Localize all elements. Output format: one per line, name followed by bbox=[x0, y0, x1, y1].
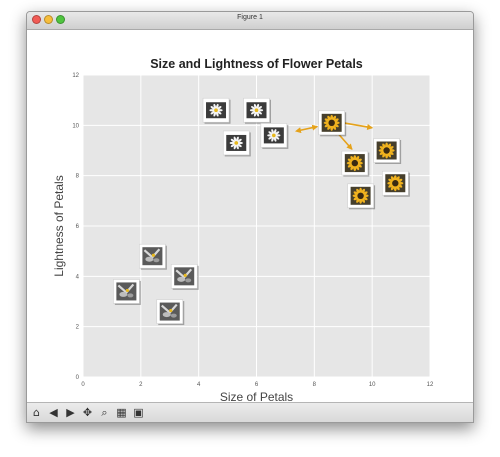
window-title: Figure 1 bbox=[237, 14, 263, 21]
x-tick-label: 2 bbox=[139, 382, 143, 388]
y-tick-label: 2 bbox=[76, 325, 80, 331]
flower-thumbnail-grey bbox=[139, 243, 167, 270]
x-tick-label: 10 bbox=[369, 382, 376, 388]
grid-lines bbox=[82, 74, 431, 378]
zoom-icon[interactable]: ⌕ bbox=[101, 406, 108, 419]
x-axis-label: Size of Petals bbox=[220, 390, 293, 402]
window-titlebar: Figure 1 bbox=[27, 12, 473, 30]
configure-subplots-icon[interactable]: ▦ bbox=[116, 406, 127, 419]
flower-thumbnail-sunflower bbox=[381, 170, 410, 197]
y-tick-label: 4 bbox=[76, 274, 80, 280]
figure-canvas: 0 2 4 6 8 10 12 0 2 4 6 8 10 12 Size and Lightness of… bbox=[27, 30, 473, 404]
forward-icon[interactable]: ▶ bbox=[66, 406, 75, 419]
flower-thumbnail-daisy bbox=[202, 97, 231, 124]
flower-thumbnail-sunflower bbox=[347, 183, 376, 210]
tick-labels: 0 2 4 6 8 10 12 0 2 4 6 8 10 12 bbox=[72, 73, 434, 388]
y-axis-label: Lightness of Petals bbox=[52, 175, 66, 276]
arrow-annotation bbox=[294, 124, 319, 134]
x-tick-label: 0 bbox=[81, 382, 85, 388]
arrow-annotation bbox=[334, 129, 353, 150]
flower-thumbnail-daisy bbox=[243, 97, 271, 124]
scatter-chart: 0 2 4 6 8 10 12 0 2 4 6 8 10 12 Size and Lightness of… bbox=[52, 57, 434, 404]
navigation-toolbar: ⌂ ◀ ▶ ✥ ⌕ ▦ ▣ bbox=[27, 402, 473, 422]
x-tick-label: 6 bbox=[255, 382, 259, 388]
y-tick-label: 8 bbox=[76, 174, 80, 180]
x-tick-label: 12 bbox=[427, 382, 434, 388]
x-tick-label: 4 bbox=[197, 382, 201, 388]
y-tick-label: 6 bbox=[76, 224, 80, 230]
chart-title: Size and Lightness of Flower Petals bbox=[150, 57, 363, 71]
close-window-icon[interactable] bbox=[32, 15, 41, 24]
flower-thumbnails bbox=[113, 97, 410, 326]
arrow-annotations bbox=[294, 120, 374, 150]
flower-thumbnail-grey bbox=[156, 299, 185, 326]
save-icon[interactable]: ▣ bbox=[133, 406, 144, 419]
flower-thumbnail-sunflower bbox=[341, 150, 370, 177]
x-tick-label: 8 bbox=[313, 382, 317, 388]
flower-thumbnail-grey bbox=[170, 264, 199, 290]
arrow-annotation bbox=[338, 120, 374, 130]
flower-thumbnail-sunflower bbox=[318, 110, 347, 137]
figure-window: Figure 1 0 2 4 6 8 10 12 0 2 4 6 8 10 12 Size and Lig… bbox=[26, 11, 474, 423]
flower-thumbnail-daisy bbox=[222, 130, 251, 157]
flower-thumbnail-grey bbox=[113, 279, 141, 305]
zoom-window-icon[interactable] bbox=[56, 15, 65, 24]
pan-icon[interactable]: ✥ bbox=[82, 406, 93, 419]
minimize-window-icon[interactable] bbox=[44, 15, 53, 24]
home-icon[interactable]: ⌂ bbox=[33, 406, 40, 419]
y-tick-label: 12 bbox=[72, 73, 79, 79]
y-tick-label: 10 bbox=[72, 123, 79, 129]
flower-thumbnail-sunflower bbox=[373, 138, 402, 164]
back-icon[interactable]: ◀ bbox=[49, 406, 58, 419]
flower-thumbnail-daisy bbox=[260, 123, 289, 149]
y-tick-label: 0 bbox=[76, 375, 80, 381]
